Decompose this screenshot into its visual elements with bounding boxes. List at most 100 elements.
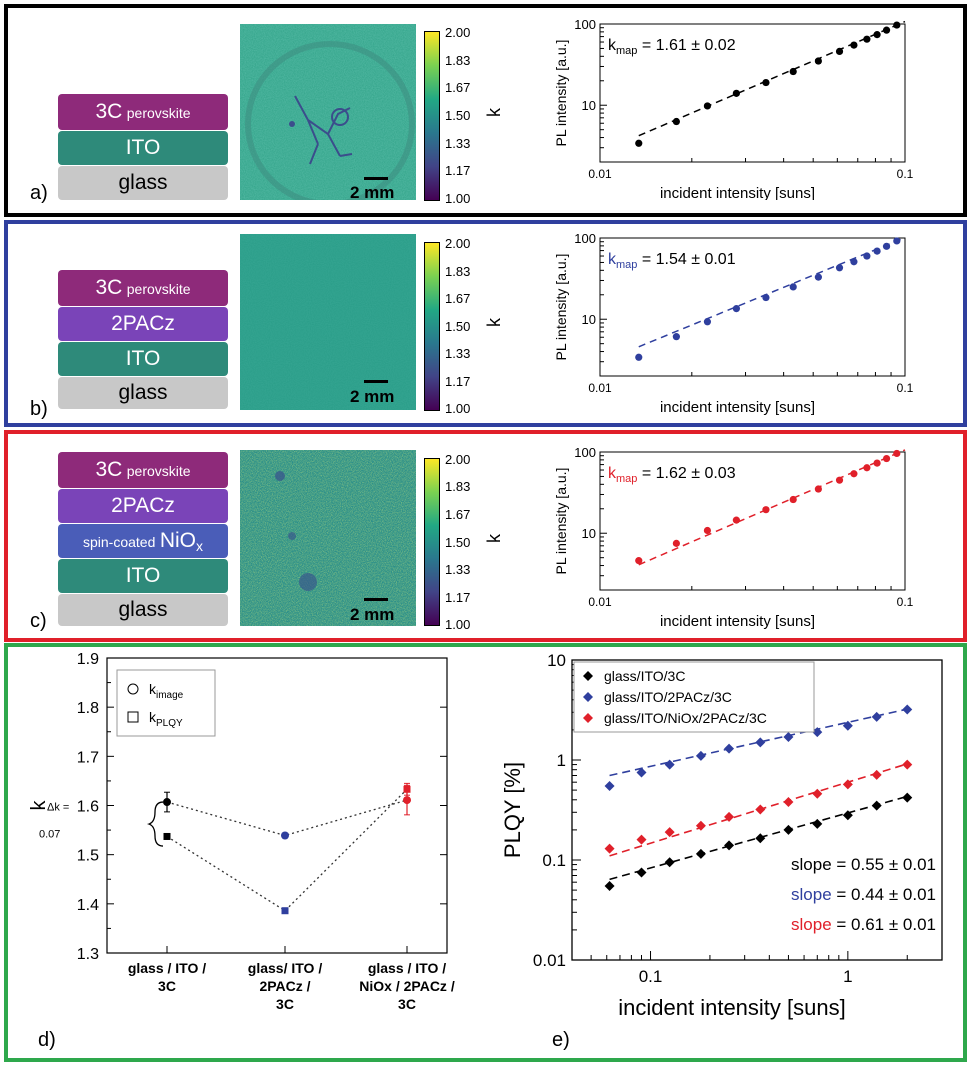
delta-k-value: 0.07 — [39, 828, 60, 840]
data-point — [902, 704, 913, 715]
y-tick-label: 10 — [547, 651, 566, 670]
x-axis-label: incident intensity [suns] — [660, 185, 815, 200]
fit-k-symbol: k — [608, 251, 617, 268]
data-point — [664, 857, 675, 868]
y-tick-label: 1.5 — [77, 848, 99, 865]
data-point — [755, 833, 766, 844]
data-point — [732, 516, 740, 524]
colorbar-label-b: k — [484, 318, 504, 327]
data-point — [882, 26, 891, 34]
colorbar-tick: 1.67 — [445, 291, 471, 306]
layer-2pacz-b: 2PACz — [58, 307, 228, 341]
layer-glass-text: glass — [118, 381, 168, 404]
data-point — [850, 41, 858, 49]
layer-3c-main: 3C — [95, 276, 123, 299]
layer-niox-main: NiO — [159, 529, 196, 552]
y-tick-label: 100 — [574, 231, 596, 246]
x-tick-label: 1 — [843, 967, 852, 986]
y-axis-label: PL intensity [a.u.] — [553, 468, 569, 575]
layer-2pacz-c: 2PACz — [58, 489, 228, 523]
layer-ito-b: ITO — [58, 342, 228, 376]
layer-3c-sub: perovskite — [126, 105, 191, 121]
data-point — [695, 820, 706, 831]
data-point — [871, 711, 882, 722]
data-point — [703, 102, 712, 110]
legend-label: kimage — [149, 681, 184, 701]
y-tick-label: 1.7 — [77, 749, 99, 766]
data-point-plqy — [163, 832, 171, 840]
data-point — [664, 827, 675, 838]
slope-value: = 0.55 ± 0.01 — [832, 855, 936, 874]
fit-k-value: = 1.62 ± 0.03 — [637, 465, 735, 482]
data-point — [873, 247, 881, 255]
y-tick-label: 1.9 — [77, 651, 99, 668]
data-point — [850, 470, 858, 478]
k-map-image-b — [240, 234, 416, 410]
data-point — [672, 539, 680, 547]
x-tick-label: 0.01 — [588, 167, 612, 181]
fit-annotation: kmap = 1.62 ± 0.03 — [608, 465, 736, 485]
x-category-label: 3C — [276, 996, 294, 1012]
plot-frame — [571, 659, 943, 961]
data-point-plqy — [281, 907, 289, 915]
colorbar-tick: 1.00 — [445, 191, 471, 206]
delta-k-label: Δk = — [47, 801, 69, 813]
data-point — [703, 526, 712, 535]
x-category-label: NiOx / 2PACz / — [359, 978, 455, 994]
layer-3c-a: 3C perovskite — [58, 94, 228, 130]
x-category-label: glass / ITO / — [128, 960, 206, 976]
x-tick-label: 0.1 — [639, 967, 663, 986]
data-point — [835, 476, 844, 484]
layer-3c-sub: perovskite — [126, 281, 191, 297]
data-point — [635, 139, 643, 147]
y-axis-label: k — [28, 800, 50, 811]
x-category-label: 3C — [398, 996, 416, 1012]
legend-marker — [583, 671, 593, 681]
colorbar-c — [424, 458, 440, 626]
y-tick-label: 100 — [574, 17, 596, 32]
layer-2pacz-text: 2PACz — [111, 312, 175, 335]
fit-k-symbol: k — [608, 465, 617, 482]
legend-subscript: image — [156, 690, 184, 701]
colorbar-label-a: k — [484, 108, 504, 117]
slope-word: slope — [791, 885, 832, 904]
data-point — [814, 273, 822, 281]
data-point — [871, 800, 882, 811]
data-point — [636, 834, 647, 845]
data-point — [873, 459, 881, 467]
y-tick-label: 10 — [582, 98, 596, 113]
layer-ito-text: ITO — [125, 347, 161, 370]
layer-3c-sub: perovskite — [126, 463, 191, 479]
layer-glass-a: glass — [58, 166, 228, 200]
data-point — [814, 57, 822, 65]
y-tick-label: 10 — [582, 312, 596, 327]
legend-label: glass/ITO/3C — [604, 668, 685, 684]
data-point — [893, 237, 901, 245]
panel-b-frame — [4, 220, 967, 427]
data-point — [882, 242, 891, 250]
layer-ito-text: ITO — [125, 564, 161, 587]
layer-ito-c: ITO — [58, 559, 228, 593]
data-point — [893, 449, 901, 458]
x-tick-label: 0.1 — [897, 381, 914, 395]
x-tick-label: 0.01 — [588, 595, 612, 609]
legend-label: kPLQY — [149, 709, 183, 729]
layer-2pacz-text: 2PACz — [111, 494, 175, 517]
fit-annotation: kmap = 1.61 ± 0.02 — [608, 37, 736, 57]
data-point — [604, 843, 615, 854]
x-category-label: glass/ ITO / — [248, 960, 323, 976]
data-point — [604, 880, 615, 891]
legend-marker — [583, 713, 593, 723]
colorbar-tick: 1.17 — [445, 590, 471, 605]
layer-glass-text: glass — [118, 598, 168, 621]
x-axis-label: incident intensity [suns] — [660, 399, 815, 416]
delta-brace — [146, 801, 164, 847]
colorbar-tick: 1.17 — [445, 163, 471, 178]
slope-annotation: slope = 0.44 ± 0.01 — [791, 885, 936, 904]
layer-niox-prefix: spin-coated — [82, 534, 156, 550]
colorbar-tick: 1.83 — [445, 53, 471, 68]
data-point — [812, 788, 823, 799]
y-tick-label: 1.6 — [77, 799, 99, 816]
series-connector — [166, 799, 408, 837]
x-tick-label: 0.1 — [897, 167, 914, 181]
